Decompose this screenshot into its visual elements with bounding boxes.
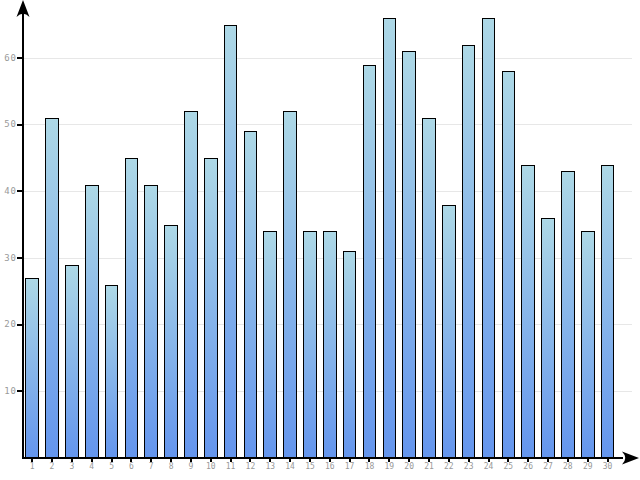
x-axis-tick-label: 27 [538,463,558,471]
bar [383,18,397,458]
x-axis-tick-label: 6 [121,463,141,471]
x-axis-tick-label: 3 [62,463,82,471]
x-axis-tick-label: 5 [102,463,122,471]
x-axis-tick-label: 29 [578,463,598,471]
bar [164,225,178,458]
y-axis-tick-label: 30 [0,254,17,263]
x-axis-tick-label: 14 [280,463,300,471]
x-axis-tick-label: 17 [340,463,360,471]
bar [482,18,496,458]
bar [85,185,99,458]
bar [462,45,476,458]
bar [144,185,158,458]
bar [65,265,79,458]
x-axis-tick-label: 12 [240,463,260,471]
bar [323,231,337,458]
bar [422,118,436,458]
bar [561,171,575,458]
y-axis-tick [17,124,23,126]
gridline [23,191,632,192]
bar [601,165,615,458]
x-axis-tick-label: 19 [379,463,399,471]
bar [402,51,416,458]
bar [502,71,516,458]
x-axis-tick-label: 7 [141,463,161,471]
bar [25,278,39,458]
y-axis-tick-label: 60 [0,54,17,63]
bar [125,158,139,458]
bar-chart: 1020304050601234567891011121314151617181… [0,0,640,480]
bar [363,65,377,458]
bar [541,218,555,458]
x-axis-tick-label: 23 [459,463,479,471]
x-axis-tick-label: 11 [221,463,241,471]
x-axis-tick-label: 4 [82,463,102,471]
x-axis-tick-label: 15 [300,463,320,471]
bar [204,158,218,458]
x-axis-tick-label: 10 [201,463,221,471]
bar [224,25,238,458]
y-axis-tick-label: 10 [0,387,17,396]
x-axis-tick-label: 8 [161,463,181,471]
bar [184,111,198,458]
gridline [23,58,632,59]
y-axis-tick [17,324,23,326]
x-axis-tick-label: 9 [181,463,201,471]
bar [244,131,258,458]
x-axis-tick-label: 25 [498,463,518,471]
x-axis-tick-label: 1 [22,463,42,471]
y-axis-tick-label: 20 [0,320,17,329]
bar [442,205,456,458]
y-axis-tick [17,257,23,259]
x-axis-tick-label: 21 [419,463,439,471]
x-axis-tick-label: 18 [359,463,379,471]
y-axis-arrow-icon [15,0,31,20]
y-axis-tick [17,390,23,392]
y-axis-tick-label: 50 [0,120,17,129]
bar [263,231,277,458]
bar [303,231,317,458]
y-axis-tick [17,57,23,59]
x-axis-tick-label: 30 [598,463,618,471]
y-axis-tick-label: 40 [0,187,17,196]
x-axis-tick-label: 24 [479,463,499,471]
bar [343,251,357,458]
x-axis-arrow-icon [619,450,639,466]
gridline [23,124,632,125]
bar [283,111,297,458]
x-axis-tick-label: 2 [42,463,62,471]
x-axis-tick-label: 16 [320,463,340,471]
x-axis-tick-label: 13 [260,463,280,471]
bar [521,165,535,458]
x-axis-tick-label: 20 [399,463,419,471]
y-axis-tick [17,190,23,192]
x-axis-tick-label: 22 [439,463,459,471]
bar [45,118,59,458]
bar [581,231,595,458]
bar [105,285,119,458]
x-axis-tick-label: 28 [558,463,578,471]
x-axis-tick-label: 26 [518,463,538,471]
